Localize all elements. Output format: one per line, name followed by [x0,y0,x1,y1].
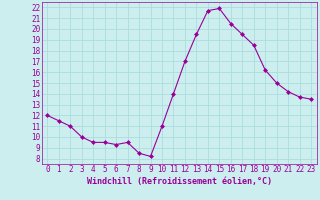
X-axis label: Windchill (Refroidissement éolien,°C): Windchill (Refroidissement éolien,°C) [87,177,272,186]
